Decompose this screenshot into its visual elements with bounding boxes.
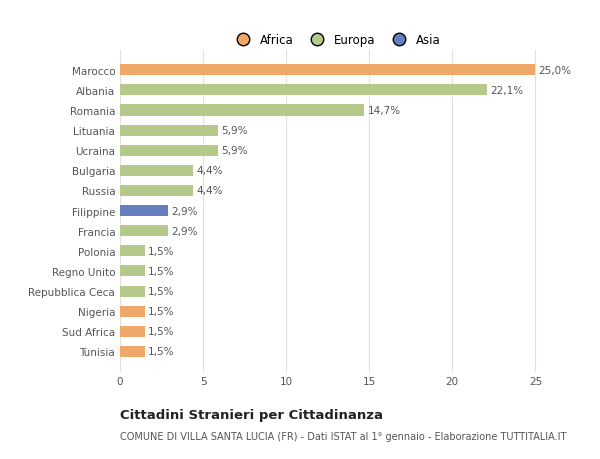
Bar — [120, 286, 145, 297]
Bar — [120, 206, 168, 217]
Bar — [120, 346, 145, 357]
Text: 22,1%: 22,1% — [491, 86, 524, 95]
Text: COMUNE DI VILLA SANTA LUCIA (FR) - Dati ISTAT al 1° gennaio - Elaborazione TUTTI: COMUNE DI VILLA SANTA LUCIA (FR) - Dati … — [120, 431, 566, 442]
Text: 4,4%: 4,4% — [196, 186, 223, 196]
Text: 1,5%: 1,5% — [148, 266, 175, 276]
Text: 5,9%: 5,9% — [221, 146, 248, 156]
Bar — [120, 246, 145, 257]
Bar — [120, 226, 168, 237]
Text: 14,7%: 14,7% — [368, 106, 401, 116]
Text: 4,4%: 4,4% — [196, 166, 223, 176]
Bar — [120, 65, 535, 76]
Text: 1,5%: 1,5% — [148, 327, 175, 336]
Bar — [120, 306, 145, 317]
Text: 2,9%: 2,9% — [172, 226, 198, 236]
Text: 1,5%: 1,5% — [148, 246, 175, 256]
Text: 1,5%: 1,5% — [148, 307, 175, 317]
Text: 1,5%: 1,5% — [148, 286, 175, 297]
Bar — [120, 185, 193, 196]
Bar — [120, 85, 487, 96]
Legend: Africa, Europa, Asia: Africa, Europa, Asia — [228, 31, 444, 50]
Bar — [120, 326, 145, 337]
Text: Cittadini Stranieri per Cittadinanza: Cittadini Stranieri per Cittadinanza — [120, 409, 383, 421]
Bar — [120, 105, 364, 116]
Bar — [120, 125, 218, 136]
Bar — [120, 165, 193, 177]
Bar — [120, 146, 218, 157]
Text: 25,0%: 25,0% — [539, 66, 572, 76]
Text: 2,9%: 2,9% — [172, 206, 198, 216]
Bar — [120, 266, 145, 277]
Text: 1,5%: 1,5% — [148, 347, 175, 357]
Text: 5,9%: 5,9% — [221, 126, 248, 136]
